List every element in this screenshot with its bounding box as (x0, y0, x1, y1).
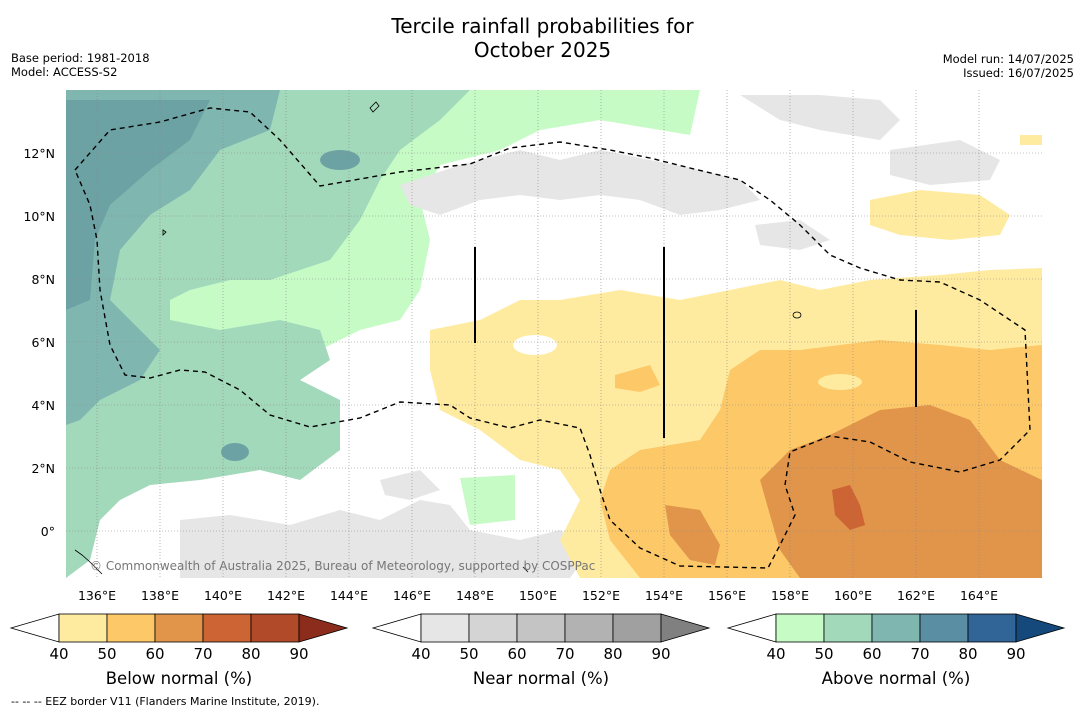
colorbar-segment (967, 613, 1017, 643)
base-period: Base period: 1981-2018 (11, 51, 150, 65)
colorbar-3: 40 50 60 70 80 90 Above normal (%) (726, 613, 1066, 688)
colorbar-tick-label: 60 (862, 645, 881, 663)
map-title: Tercile rainfall probabilities for Octob… (0, 14, 1085, 62)
lon-tick: 146°E (393, 588, 431, 603)
colorbar-tick-label: 80 (241, 645, 260, 663)
lat-tick: 2°N (31, 461, 55, 476)
colorbar-min-extension (726, 613, 777, 643)
colorbar-label: Above normal (%) (822, 669, 971, 688)
below-normal-70-region (665, 405, 1042, 578)
colorbar-1: 40 50 60 70 80 90 Below normal (%) (9, 613, 349, 688)
lon-tick: 158°E (771, 588, 809, 603)
colorbar-segment (106, 613, 156, 643)
lon-tick: 148°E (456, 588, 494, 603)
colorbar-tick-label: 50 (814, 645, 833, 663)
colorbar-segment (823, 613, 873, 643)
lat-tick: 12°N (23, 146, 55, 161)
near-normal-white-patch (513, 335, 557, 355)
lon-tick: 152°E (582, 588, 620, 603)
colorbar-tick-label: 60 (145, 645, 164, 663)
colorbar-label: Below normal (%) (106, 669, 253, 688)
lat-tick: 10°N (23, 209, 55, 224)
colorbar-tick-label: 70 (193, 645, 212, 663)
above-normal-50-region (66, 90, 470, 578)
white-patch-2 (223, 307, 247, 319)
model-run-date: Model run: 14/07/2025 (942, 52, 1074, 66)
lon-axis: 136°E 138°E 140°E 142°E 144°E 146°E 148°… (78, 588, 998, 603)
colorbar-tick-label: 90 (651, 645, 670, 663)
above-normal-70-region (66, 100, 210, 310)
title-line-2: October 2025 (473, 38, 612, 62)
lon-tick: 160°E (834, 588, 872, 603)
colorbar-segment (58, 613, 108, 643)
lat-tick: 4°N (31, 398, 55, 413)
near-normal-region-north (400, 150, 760, 215)
colorbar-tick-label: 40 (49, 645, 68, 663)
colorbars: 40 50 60 70 80 90 Below normal (%) 40 50 60 70 80 90… (9, 613, 1066, 688)
lat-tick: 8°N (31, 272, 55, 287)
colorbar-segment (775, 613, 825, 643)
colorbar-segment (516, 613, 566, 643)
colorbar-2: 40 50 60 70 80 90 Near normal (%) (371, 613, 711, 688)
colorbar-segment (871, 613, 921, 643)
lon-tick: 162°E (897, 588, 935, 603)
below-normal-80-region (832, 485, 865, 530)
lat-tick: 6°N (31, 335, 55, 350)
lon-tick: 144°E (330, 588, 368, 603)
above-normal-40-patch-east (818, 374, 862, 390)
colorbar-segment (420, 613, 470, 643)
lon-tick: 142°E (267, 588, 305, 603)
colorbar-segment (202, 613, 252, 643)
colorbar-tick-label: 70 (555, 645, 574, 663)
model-name: Model: ACCESS-S2 (11, 65, 118, 79)
colorbar-tick-label: 50 (459, 645, 478, 663)
islands (74, 101, 802, 575)
near-normal-region-ne (740, 95, 1000, 250)
above-normal-70-patch-north (320, 150, 360, 170)
lon-tick: 140°E (204, 588, 242, 603)
eez-border (74, 107, 1031, 569)
lat-tick: 0° (41, 524, 55, 539)
eez-footnote: -- -- -- EEZ border V11 (Flanders Marine… (11, 695, 320, 708)
colorbar-segment (154, 613, 204, 643)
colorbar-tick-label: 90 (289, 645, 308, 663)
lon-tick: 138°E (141, 588, 179, 603)
colorbar-segment (250, 613, 300, 643)
colorbar-tick-label: 60 (507, 645, 526, 663)
colorbar-segment (919, 613, 969, 643)
run-info: Model run: 14/07/2025 Issued: 16/07/2025 (943, 52, 1074, 80)
lon-tick: 156°E (708, 588, 746, 603)
colorbar-segment (564, 613, 614, 643)
boundary-markers (474, 247, 917, 438)
title-line-1: Tercile rainfall probabilities for (391, 14, 694, 38)
model-info: Base period: 1981-2018 Model: ACCESS-S2 (11, 51, 150, 79)
issued-date: Issued: 16/07/2025 (963, 66, 1074, 80)
colorbar-segment (612, 613, 662, 643)
colorbar-tick-label: 40 (766, 645, 785, 663)
colorbar-min-extension (9, 613, 60, 643)
lat-axis: 12°N 10°N 8°N 6°N 4°N 2°N 0° (23, 146, 55, 539)
colorbar-tick-label: 80 (958, 645, 977, 663)
lon-tick: 154°E (645, 588, 683, 603)
colorbar-label: Near normal (%) (473, 669, 609, 688)
lon-tick: 136°E (78, 588, 116, 603)
lon-tick: 150°E (519, 588, 557, 603)
colorbar-segment (468, 613, 518, 643)
copyright-watermark: © Commonwealth of Australia 2025, Bureau… (90, 559, 595, 573)
colorbar-tick-label: 50 (97, 645, 116, 663)
colorbar-max-extension (298, 613, 349, 643)
colorbar-tick-label: 80 (603, 645, 622, 663)
colorbar-tick-label: 40 (411, 645, 430, 663)
colorbar-min-extension (371, 613, 422, 643)
colorbar-tick-label: 90 (1006, 645, 1025, 663)
colorbar-max-extension (660, 613, 711, 643)
above-normal-70-patch (221, 443, 249, 461)
colorbar-max-extension (1015, 613, 1066, 643)
map-fields (66, 90, 1042, 578)
near-normal-region-south (180, 470, 590, 578)
colorbar-tick-label: 70 (910, 645, 929, 663)
lon-tick: 164°E (960, 588, 998, 603)
